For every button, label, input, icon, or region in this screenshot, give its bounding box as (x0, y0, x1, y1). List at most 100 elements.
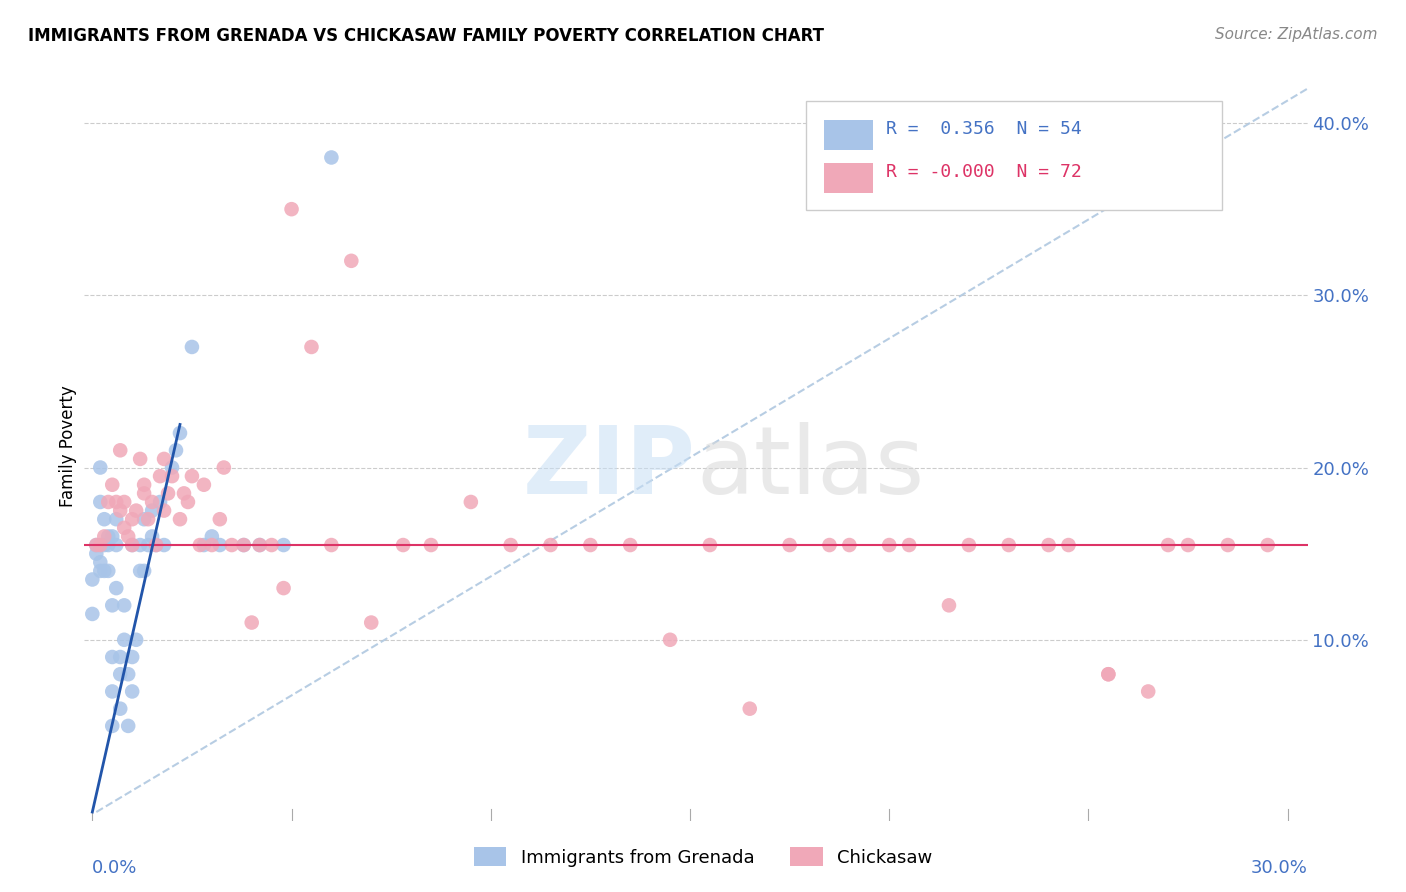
Point (110, 503, 132, 517)
Point (153, 503, 176, 517)
Point (101, 719, 124, 733)
Point (540, 538, 562, 552)
Point (117, 529, 139, 543)
Point (86, 547, 108, 561)
Bar (824, 120, 873, 150)
Point (1137, 684, 1160, 698)
Point (838, 538, 860, 552)
Point (129, 538, 152, 552)
Point (579, 538, 602, 552)
Point (129, 564, 152, 578)
Point (93, 512, 115, 526)
Point (938, 599, 960, 613)
Point (240, 615, 263, 630)
Point (1038, 538, 1060, 552)
Point (105, 495, 128, 509)
Point (112, 495, 135, 509)
Point (877, 538, 900, 552)
Point (136, 512, 159, 526)
Point (160, 469, 183, 483)
Point (97, 495, 120, 509)
Point (208, 512, 231, 526)
Point (93, 529, 115, 543)
Point (145, 538, 167, 552)
Text: R =  0.356  N = 54: R = 0.356 N = 54 (886, 120, 1081, 138)
Text: ZIP: ZIP (523, 423, 696, 515)
Point (420, 538, 443, 552)
Point (89, 460, 111, 475)
Point (121, 538, 143, 552)
Legend: Immigrants from Grenada, Chickasaw: Immigrants from Grenada, Chickasaw (467, 840, 939, 874)
Point (181, 469, 204, 483)
Point (997, 538, 1019, 552)
Point (82, 607, 104, 621)
FancyBboxPatch shape (806, 102, 1222, 210)
Text: atlas: atlas (696, 423, 924, 515)
Point (321, 538, 343, 552)
Point (112, 521, 135, 535)
Point (1177, 538, 1199, 552)
Text: Source: ZipAtlas.com: Source: ZipAtlas.com (1215, 27, 1378, 42)
Point (779, 538, 801, 552)
Point (177, 495, 200, 509)
Point (101, 684, 124, 698)
Point (173, 486, 195, 500)
Text: 30.0%: 30.0% (1251, 858, 1308, 877)
Point (193, 477, 215, 491)
Point (101, 477, 124, 491)
Point (898, 538, 921, 552)
Point (160, 460, 183, 475)
Point (97, 564, 120, 578)
Point (738, 701, 761, 715)
Point (188, 538, 211, 552)
Point (121, 538, 143, 552)
Point (112, 632, 135, 647)
Point (86, 538, 108, 552)
Point (169, 426, 191, 441)
Point (212, 460, 235, 475)
Point (89, 538, 111, 552)
Bar (824, 162, 873, 193)
Point (232, 538, 254, 552)
Point (134, 477, 156, 491)
Point (201, 538, 224, 552)
Point (149, 495, 172, 509)
Point (181, 340, 204, 354)
Point (82, 573, 104, 587)
Point (340, 253, 363, 268)
Point (97, 529, 120, 543)
Point (145, 538, 167, 552)
Point (134, 564, 156, 578)
Point (101, 650, 124, 665)
Point (1216, 538, 1239, 552)
Point (157, 486, 180, 500)
Point (97, 538, 120, 552)
Point (89, 564, 111, 578)
Point (232, 538, 254, 552)
Point (112, 599, 135, 613)
Point (121, 650, 143, 665)
Point (117, 667, 139, 681)
Point (169, 512, 191, 526)
Point (1157, 538, 1180, 552)
Text: R = -0.000  N = 72: R = -0.000 N = 72 (886, 162, 1081, 181)
Point (134, 486, 156, 500)
Point (117, 719, 139, 733)
Point (86, 538, 108, 552)
Text: 0.0%: 0.0% (93, 858, 138, 877)
Point (1097, 667, 1119, 681)
Point (208, 538, 231, 552)
Point (101, 599, 124, 613)
Point (249, 538, 271, 552)
Point (110, 701, 132, 715)
Point (136, 538, 159, 552)
Point (201, 529, 224, 543)
Point (89, 495, 111, 509)
Point (165, 443, 187, 458)
Point (141, 529, 163, 543)
Point (321, 151, 343, 165)
Point (193, 538, 215, 552)
Point (619, 538, 641, 552)
Point (105, 581, 128, 595)
Point (280, 202, 302, 216)
